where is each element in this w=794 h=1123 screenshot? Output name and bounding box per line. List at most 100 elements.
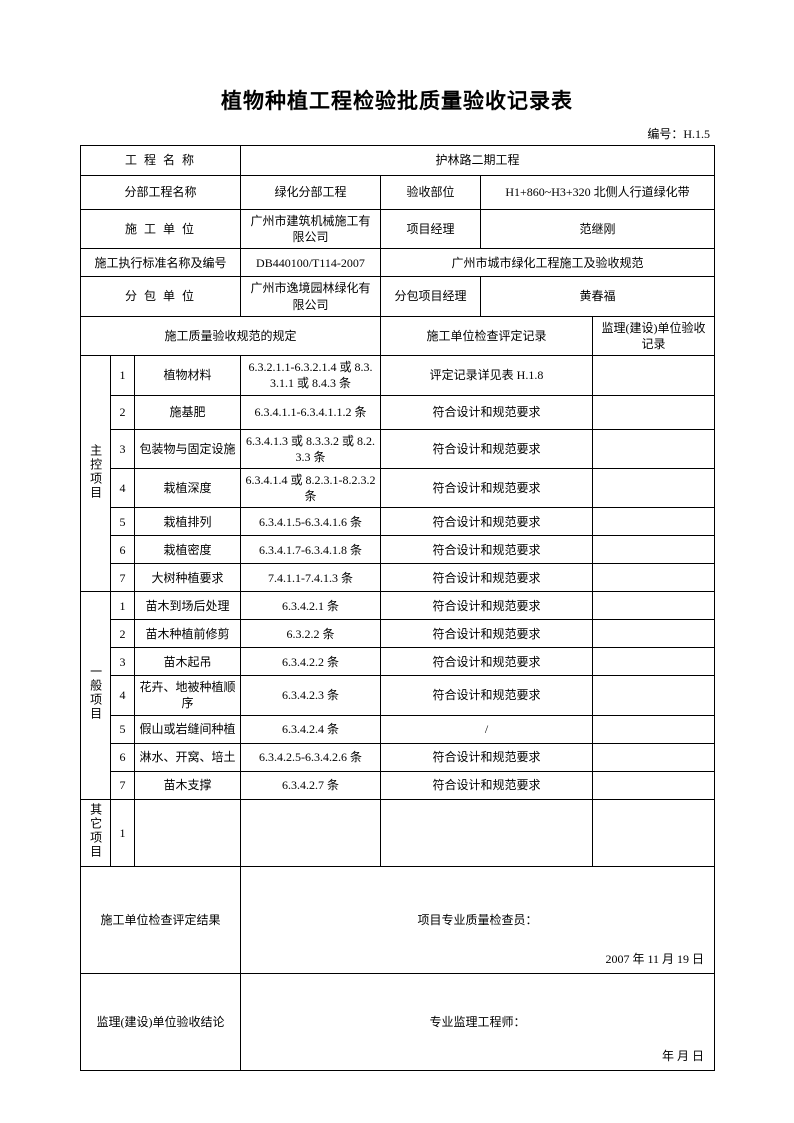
table-row: 3 — [111, 429, 135, 468]
table-row: 7 — [111, 564, 135, 592]
table-cell — [593, 508, 715, 536]
table-cell: 6.3.4.2.4 条 — [241, 715, 381, 743]
doc-number: 编号：H.1.5 — [80, 125, 714, 142]
doc-number-label: 编号： — [647, 127, 683, 141]
engineer-label: 专业监理工程师： — [245, 1014, 710, 1030]
table-cell — [593, 395, 715, 429]
table-row: 5 — [111, 715, 135, 743]
table-cell: 6.3.4.2.5-6.3.4.2.6 条 — [241, 743, 381, 771]
table-cell — [593, 715, 715, 743]
table-cell: 淋水、开窝、培土 — [135, 743, 241, 771]
table-cell: 6.3.4.2.7 条 — [241, 771, 381, 799]
table-cell: 6.3.4.1.4 或 8.2.3.1-8.2.3.2 条 — [241, 468, 381, 507]
table-cell — [593, 771, 715, 799]
table-cell — [593, 429, 715, 468]
table-row: 2 — [111, 395, 135, 429]
table-cell: 栽植排列 — [135, 508, 241, 536]
label-constructor-result: 施工单位检查评定结果 — [81, 866, 241, 973]
table-cell: 符合设计和规范要求 — [381, 468, 593, 507]
table-cell: 符合设计和规范要求 — [381, 429, 593, 468]
doc-number-value: H.1.5 — [683, 127, 710, 141]
table-row: 3 — [111, 648, 135, 676]
table-cell: 6.3.4.2.3 条 — [241, 676, 381, 715]
table-cell: 苗木到场后处理 — [135, 592, 241, 620]
label-standard: 施工执行标准名称及编号 — [81, 249, 241, 277]
table-cell: 符合设计和规范要求 — [381, 395, 593, 429]
table-cell: 栽植密度 — [135, 536, 241, 564]
value-sub-pm: 黄春福 — [481, 277, 715, 316]
col-supervise: 监理(建设)单位验收记录 — [593, 316, 715, 355]
table-cell: 6.3.4.2.2 条 — [241, 648, 381, 676]
table-cell — [593, 620, 715, 648]
table-cell: 6.3.2.1.1-6.3.2.1.4 或 8.3.3.1.1 或 8.4.3 … — [241, 356, 381, 395]
table-cell: 符合设计和规范要求 — [381, 508, 593, 536]
section-general: 一般项目 — [81, 592, 111, 799]
table-cell — [135, 799, 241, 866]
table-row: 4 — [111, 468, 135, 507]
inspector-label: 项目专业质量检查员： — [245, 912, 710, 928]
value-pm: 范继刚 — [481, 210, 715, 249]
table-cell — [381, 799, 593, 866]
table-cell: 6.3.4.1.3 或 8.3.3.2 或 8.2.3.3 条 — [241, 429, 381, 468]
label-constructor: 施 工 单 位 — [81, 210, 241, 249]
table-row: 6 — [111, 536, 135, 564]
label-project-name: 工 程 名 称 — [81, 146, 241, 176]
table-cell — [593, 676, 715, 715]
table-row: 5 — [111, 508, 135, 536]
label-pm: 项目经理 — [381, 210, 481, 249]
table-cell: 6.3.4.1.7-6.3.4.1.8 条 — [241, 536, 381, 564]
box-supervise-result: 专业监理工程师： 年 月 日 — [241, 973, 715, 1070]
table-row: 2 — [111, 620, 135, 648]
table-row: 1 — [111, 799, 135, 866]
table-cell: 花卉、地被种植顺序 — [135, 676, 241, 715]
table-cell: 假山或岩缝间种植 — [135, 715, 241, 743]
col-spec: 施工质量验收规范的规定 — [81, 316, 381, 355]
constructor-date: 2007 年 11 月 19 日 — [605, 951, 704, 967]
value-standard-code: DB440100/T114-2007 — [241, 249, 381, 277]
table-cell: 苗木支撑 — [135, 771, 241, 799]
box-constructor-result: 项目专业质量检查员： 2007 年 11 月 19 日 — [241, 866, 715, 973]
table-cell — [593, 468, 715, 507]
table-cell: 6.3.4.1.1-6.3.4.1.1.2 条 — [241, 395, 381, 429]
table-cell: 苗木起吊 — [135, 648, 241, 676]
table-cell — [593, 743, 715, 771]
table-row: 6 — [111, 743, 135, 771]
value-accept-part: H1+860~H3+320 北侧人行道绿化带 — [481, 176, 715, 210]
label-subproject: 分部工程名称 — [81, 176, 241, 210]
table-cell: 6.3.4.1.5-6.3.4.1.6 条 — [241, 508, 381, 536]
table-cell — [593, 536, 715, 564]
table-cell — [593, 648, 715, 676]
table-cell — [241, 799, 381, 866]
label-sub-pm: 分包项目经理 — [381, 277, 481, 316]
table-cell: 6.3.2.2 条 — [241, 620, 381, 648]
table-cell: 大树种植要求 — [135, 564, 241, 592]
table-row: 4 — [111, 676, 135, 715]
record-table: 工 程 名 称 护林路二期工程 分部工程名称 绿化分部工程 验收部位 H1+86… — [80, 145, 715, 1071]
table-cell: 栽植深度 — [135, 468, 241, 507]
table-cell: 符合设计和规范要求 — [381, 536, 593, 564]
table-row: 1 — [111, 356, 135, 395]
table-row: 7 — [111, 771, 135, 799]
table-cell: 6.3.4.2.1 条 — [241, 592, 381, 620]
table-cell: 符合设计和规范要求 — [381, 771, 593, 799]
table-cell: 符合设计和规范要求 — [381, 592, 593, 620]
value-subproject: 绿化分部工程 — [241, 176, 381, 210]
page-title: 植物种植工程检验批质量验收记录表 — [80, 85, 714, 115]
table-cell: 评定记录详见表 H.1.8 — [381, 356, 593, 395]
col-check: 施工单位检查评定记录 — [381, 316, 593, 355]
label-subcontractor: 分 包 单 位 — [81, 277, 241, 316]
label-accept-part: 验收部位 — [381, 176, 481, 210]
table-cell: 符合设计和规范要求 — [381, 743, 593, 771]
table-cell: / — [381, 715, 593, 743]
value-project-name: 护林路二期工程 — [241, 146, 715, 176]
section-other: 其它项目 — [81, 799, 111, 866]
value-constructor: 广州市建筑机械施工有限公司 — [241, 210, 381, 249]
label-supervise-result: 监理(建设)单位验收结论 — [81, 973, 241, 1070]
table-cell — [593, 799, 715, 866]
table-row: 1 — [111, 592, 135, 620]
table-cell: 符合设计和规范要求 — [381, 648, 593, 676]
table-cell: 苗木种植前修剪 — [135, 620, 241, 648]
table-cell — [593, 356, 715, 395]
value-subcontractor: 广州市逸境园林绿化有限公司 — [241, 277, 381, 316]
table-cell: 包装物与固定设施 — [135, 429, 241, 468]
